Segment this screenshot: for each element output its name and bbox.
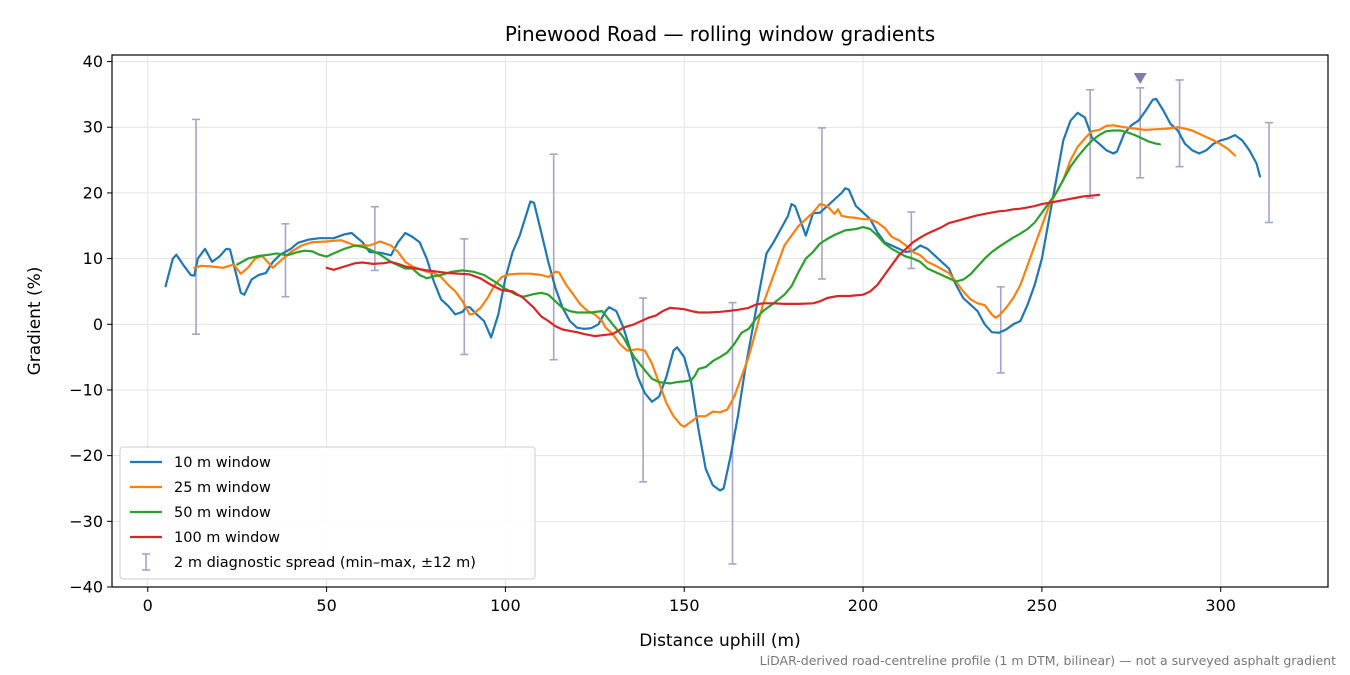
legend-items: 10 m window 25 m window 50 m window 100 m w… xyxy=(130,455,476,571)
x-tick-label: 300 xyxy=(1205,596,1236,615)
x-tick-label: 100 xyxy=(490,596,521,615)
legend-item: 2 m diagnostic spread (min–max, ±12 m) xyxy=(142,553,476,571)
x-tick-label: 200 xyxy=(848,596,879,615)
series-line-4 xyxy=(325,193,1101,338)
y-tick-label: −30 xyxy=(69,512,103,531)
errorbar xyxy=(996,286,1005,374)
footnote: LiDAR-derived road-centreline profile (1… xyxy=(760,653,1336,668)
x-tick-label: 50 xyxy=(316,596,336,615)
series-lines xyxy=(164,97,1262,492)
y-tick-label: 40 xyxy=(83,52,103,71)
legend-label: 2 m diagnostic spread (min–max, ±12 m) xyxy=(174,555,476,571)
legend: 10 m window 25 m window 50 m window 100 m w… xyxy=(119,446,536,580)
errorbar xyxy=(1136,87,1145,179)
y-tick-label: −40 xyxy=(69,578,103,597)
y-tick-label: −10 xyxy=(69,380,103,399)
marker-triangle xyxy=(1133,72,1147,84)
errorbar xyxy=(281,222,290,298)
x-axis-label: Distance uphill (m) xyxy=(639,631,800,651)
errorbar xyxy=(1264,121,1273,224)
y-tick-label: 20 xyxy=(83,183,103,202)
errorbar xyxy=(1175,79,1184,168)
legend-item: 25 m window xyxy=(130,480,271,496)
x-tick-label: 150 xyxy=(669,596,700,615)
marker-layer xyxy=(1133,72,1147,84)
x-tick-label: 0 xyxy=(143,596,153,615)
errorbar xyxy=(817,127,826,280)
legend-item: 50 m window xyxy=(130,505,271,521)
plot-frame xyxy=(111,54,1329,588)
legend-item: 10 m window xyxy=(130,455,271,471)
legend-label: 100 m window xyxy=(174,530,280,546)
legend-item: 100 m window xyxy=(130,530,280,546)
y-tick-label: 0 xyxy=(93,315,103,334)
y-tick-label: 10 xyxy=(83,249,103,268)
y-axis-label: Gradient (%) xyxy=(25,267,45,376)
chart-title: Pinewood Road — rolling window gradients xyxy=(505,22,935,46)
y-tick-label: −20 xyxy=(69,446,103,465)
legend-box xyxy=(119,446,536,580)
series-line-3 xyxy=(236,129,1161,385)
y-tick-label: 30 xyxy=(83,118,103,137)
legend-label: 50 m window xyxy=(174,505,271,521)
errorbar xyxy=(460,238,469,356)
legend-label: 25 m window xyxy=(174,480,271,496)
series-line-1 xyxy=(164,97,1262,492)
x-tick-label: 250 xyxy=(1027,596,1058,615)
errorbar xyxy=(370,205,379,272)
legend-label: 10 m window xyxy=(174,455,271,471)
axis-ticks: 0 50 100 150 200 250 300 −40 −30 −20 −10 0 10 20 30 40 xyxy=(69,52,1236,615)
errorbar xyxy=(192,118,201,335)
